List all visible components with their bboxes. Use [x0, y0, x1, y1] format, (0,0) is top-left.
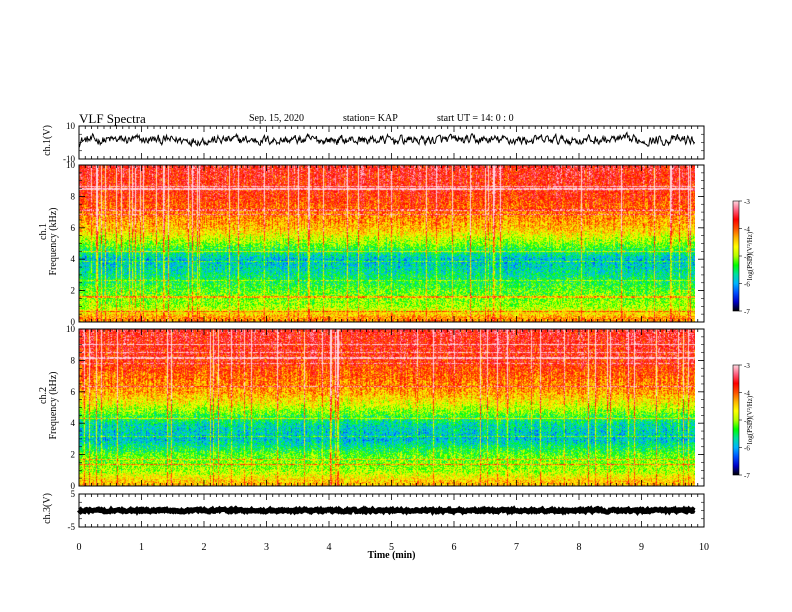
x-tick-label-0: 0: [77, 542, 82, 553]
y-tick-label-1-1: -10: [63, 154, 75, 164]
colorbar-tick-label-3-2: -5: [744, 417, 750, 425]
x-axis-label: Time (min): [368, 550, 416, 561]
x-tick-label-1: 1: [139, 542, 144, 553]
y-tick-label-2-4: 8: [71, 191, 76, 201]
y-tick-label-1-0: 10: [66, 121, 76, 131]
y-tick-label-2-5: 10: [66, 160, 76, 170]
spectrogram-image-2: [79, 165, 695, 322]
colorbar-tick-label-3-1: -4: [744, 390, 750, 398]
y-tick-label-4-0: 5: [71, 489, 76, 499]
y-tick-label-2-3: 6: [71, 223, 76, 233]
colorbar-tick-label-2-2: -5: [744, 253, 750, 261]
spectrogram-image-3: [79, 329, 695, 486]
ylabel-1: ch.1(V): [42, 125, 53, 156]
colorbar-tick-label-3-0: -3: [744, 362, 750, 370]
colorbar-tick-label-3-4: -7: [744, 472, 750, 480]
date-label: Sep. 15, 2020: [249, 113, 304, 124]
x-tick-label-5: 5: [389, 542, 394, 553]
y-tick-label-3-0: 0: [71, 481, 76, 491]
y-tick-label-3-4: 8: [71, 355, 76, 365]
y-tick-label-3-2: 4: [71, 418, 76, 428]
colorbar-tick-label-2-3: -6: [744, 281, 750, 289]
ylabel-4: ch.3(V): [42, 493, 53, 524]
colorbar-tick-label-2-4: -7: [744, 308, 750, 316]
frequency-axis-label-3: Frequency (kHz): [48, 371, 59, 439]
channel-label-2: ch.1: [38, 223, 49, 240]
colorbar-tick-label-2-0: -3: [744, 198, 750, 206]
x-tick-label-2: 2: [202, 542, 207, 553]
x-tick-label-3: 3: [264, 542, 269, 553]
start-time-label: start UT = 14: 0 : 0: [437, 113, 514, 124]
ch1-waveform-trace: [78, 131, 696, 148]
ch3-waveform-trace: [77, 505, 696, 517]
frequency-axis-label-2: Frequency (kHz): [48, 207, 59, 275]
x-tick-label-10: 10: [699, 542, 709, 553]
y-tick-label-3-5: 10: [66, 324, 76, 334]
y-tick-label-4-1: -5: [68, 522, 76, 532]
colorbar-tick-label-3-3: -6: [744, 445, 750, 453]
x-tick-label-7: 7: [514, 542, 519, 553]
x-tick-label-8: 8: [577, 542, 582, 553]
y-tick-label-2-1: 2: [71, 286, 76, 296]
figure-title: VLF Spectra: [79, 111, 146, 126]
y-tick-label-3-3: 6: [71, 387, 76, 397]
colorbar-tick-label-2-1: -4: [744, 226, 750, 234]
station-label: station= KAP: [343, 113, 398, 124]
colorbar-3: [732, 364, 740, 476]
x-tick-label-6: 6: [452, 542, 457, 553]
y-tick-label-3-1: 2: [71, 450, 76, 460]
y-tick-label-2-2: 4: [71, 254, 76, 264]
y-tick-label-2-0: 0: [71, 317, 76, 327]
x-tick-label-9: 9: [639, 542, 644, 553]
x-tick-label-4: 4: [327, 542, 332, 553]
colorbar-label-3: log(PSD)(V²/Hz): [746, 395, 754, 444]
channel-label-3: ch.2: [38, 387, 49, 404]
colorbar-label-2: log(PSD)(V²/Hz): [746, 231, 754, 280]
colorbar-2: [732, 200, 740, 312]
